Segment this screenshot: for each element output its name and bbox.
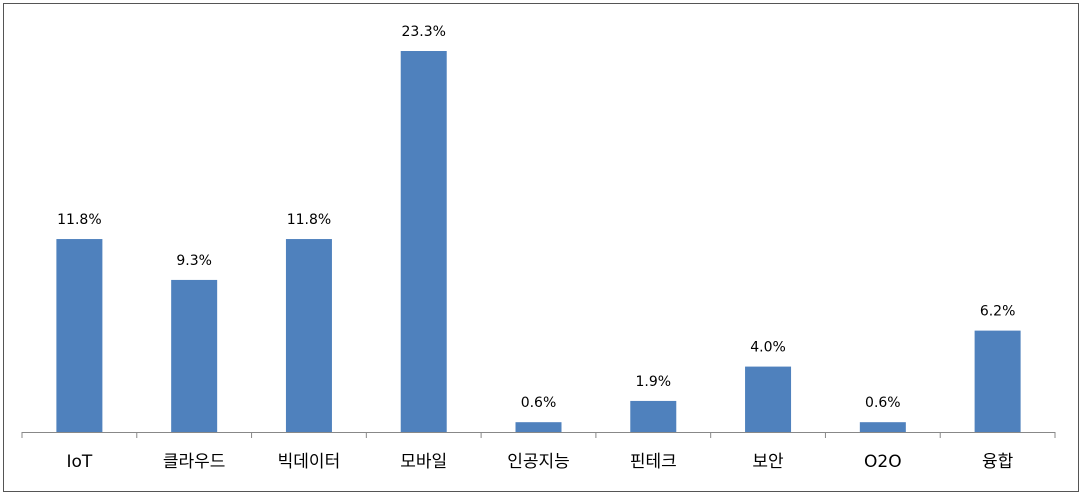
x-tick-label: 핀테크 bbox=[630, 452, 677, 472]
x-tick-label: 클라우드 bbox=[163, 452, 226, 472]
value-label: 6.2% bbox=[980, 304, 1016, 320]
chart-frame bbox=[3, 3, 1079, 492]
bar bbox=[285, 239, 332, 432]
x-tick-label: IoT bbox=[66, 452, 92, 472]
bar bbox=[400, 51, 447, 432]
bar bbox=[859, 422, 906, 432]
bar bbox=[56, 239, 103, 432]
bar bbox=[745, 366, 792, 432]
value-label: 9.3% bbox=[176, 253, 212, 269]
x-tick-label: 빅데이터 bbox=[278, 452, 341, 472]
x-tick-label: 보안 bbox=[752, 452, 784, 472]
bar bbox=[171, 279, 218, 432]
x-tick-label: O2O bbox=[864, 452, 902, 472]
bar bbox=[630, 400, 677, 432]
value-label: 11.8% bbox=[57, 212, 101, 228]
bar bbox=[515, 422, 562, 432]
x-tick-label: 인공지능 bbox=[507, 452, 570, 472]
value-label: 1.9% bbox=[635, 374, 671, 390]
x-tick-label: 모바일 bbox=[400, 452, 447, 472]
value-label: 4.0% bbox=[750, 340, 786, 356]
value-label: 23.3% bbox=[401, 24, 445, 40]
x-tick-label: 융합 bbox=[982, 452, 1014, 472]
value-label: 0.6% bbox=[865, 395, 901, 411]
value-label: 11.8% bbox=[287, 212, 331, 228]
bar bbox=[974, 330, 1021, 432]
value-label: 0.6% bbox=[521, 395, 557, 411]
